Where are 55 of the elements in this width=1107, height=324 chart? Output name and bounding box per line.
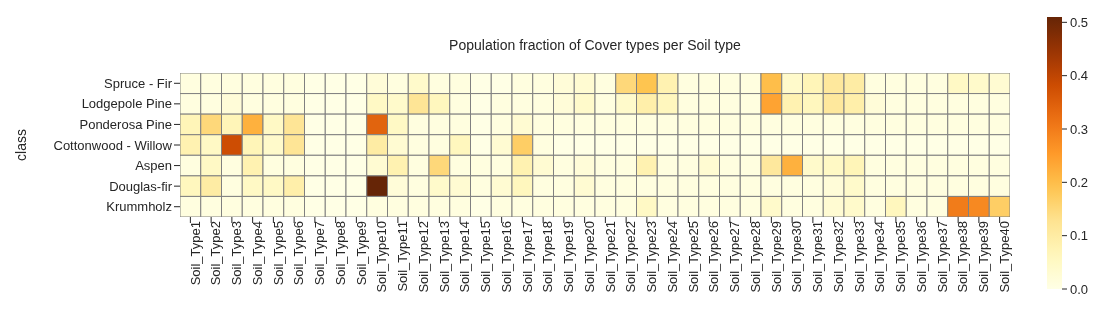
- x-tick-label: Soil_Type29: [768, 221, 784, 293]
- x-tick-label: Soil_Type30: [789, 221, 805, 293]
- x-tick-label: Soil_Type36: [913, 221, 929, 293]
- x-tick-label: Soil_Type31: [810, 221, 826, 293]
- y-tick-label: Lodgepole Pine: [81, 96, 172, 112]
- x-tick-label: Soil_Type9: [353, 221, 369, 286]
- x-tick-label: Soil_Type39: [976, 221, 992, 293]
- x-tick-label: Soil_Type33: [851, 221, 867, 293]
- x-tick-label: Soil_Type25: [685, 221, 701, 293]
- x-tick-label: Soil_Type27: [727, 221, 743, 293]
- x-tick-label: Soil_Type12: [415, 221, 431, 293]
- x-tick-label: Soil_Type19: [561, 221, 577, 293]
- x-tick-label: Soil_Type35: [893, 221, 909, 293]
- x-tick-label: Soil_Type18: [540, 221, 556, 293]
- x-tick-label: Soil_Type10: [374, 221, 390, 293]
- color-bar-label: 0.5: [1070, 14, 1089, 30]
- x-tick-label: Soil_Type8: [332, 221, 348, 286]
- x-tick-label: Soil_Type2: [208, 221, 224, 286]
- x-tick-label: Soil_Type1: [187, 221, 203, 286]
- x-tick-label: Soil_Type16: [498, 221, 514, 293]
- x-tick-label: Soil_Type26: [706, 221, 722, 293]
- y-tick-label: Cottonwood - Willow: [53, 137, 173, 153]
- x-tick-label: Soil_Type15: [478, 221, 494, 293]
- x-tick-label: Soil_Type5: [270, 221, 286, 286]
- color-bar-label: 0.4: [1070, 68, 1089, 84]
- color-bar-label: 0.1: [1070, 228, 1089, 244]
- x-tick-label: Soil_Type40: [996, 221, 1012, 293]
- x-tick-label: Soil_Type32: [830, 221, 846, 293]
- x-tick-label: Soil_Type38: [955, 221, 971, 293]
- x-tick-label: Soil_Type28: [747, 221, 763, 293]
- x-tick-label: Soil_Type22: [623, 221, 639, 293]
- x-tick-label: Soil_Type13: [436, 221, 452, 293]
- y-tick-label: Ponderosa Pine: [79, 117, 172, 133]
- x-tick-label: Soil_Type6: [291, 221, 307, 286]
- x-tick-label: Soil_Type3: [229, 221, 245, 286]
- y-tick-label: Douglas-fir: [109, 178, 173, 194]
- x-tick-label: Soil_Type34: [872, 221, 888, 293]
- x-tick-label: Soil_Type24: [664, 221, 680, 293]
- y-axis-title: class: [13, 129, 29, 161]
- x-tick-label: Soil_Type11: [395, 221, 411, 292]
- x-tick-label: Soil_Type17: [519, 221, 535, 293]
- color-bar-label: 0.0: [1070, 281, 1089, 297]
- y-tick-label: Aspen: [135, 158, 172, 174]
- y-tick-label: Krummholz: [106, 199, 172, 215]
- color-bar-label: 0.3: [1070, 121, 1089, 137]
- x-tick-label: Soil_Type37: [934, 221, 950, 293]
- x-tick-label: Soil_Type4: [249, 221, 265, 286]
- color-bar-label: 0.2: [1070, 174, 1089, 190]
- y-tick-label: Spruce - Fir: [104, 75, 173, 91]
- x-tick-label: Soil_Type14: [457, 221, 473, 293]
- x-tick-label: Soil_Type23: [644, 221, 660, 293]
- x-tick-label: Soil_Type20: [581, 221, 597, 293]
- x-tick-label: Soil_Type21: [602, 221, 618, 293]
- x-tick-label: Soil_Type7: [312, 221, 328, 286]
- chart-title: Population fraction of Cover types per Soil type: [449, 37, 742, 53]
